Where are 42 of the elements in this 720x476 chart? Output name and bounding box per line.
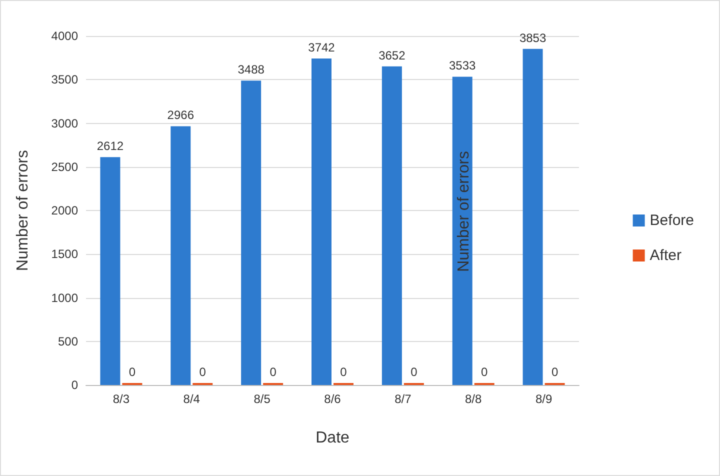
data-label: 2966	[167, 108, 194, 122]
x-tick-label: 8/6	[324, 392, 342, 406]
x-tick-label: 8/4	[183, 392, 200, 406]
y-tick-label: 3000	[51, 116, 78, 130]
data-label: 0	[340, 365, 348, 379]
data-label: 3742	[308, 40, 336, 55]
data-label: 3853	[519, 30, 546, 45]
data-label: 3652	[378, 48, 406, 62]
x-tick-label: 8/7	[394, 392, 412, 406]
data-label: 0	[199, 365, 206, 379]
y-tick-label: 2000	[51, 204, 78, 218]
y-tick-label: 2500	[51, 160, 78, 174]
data-label: 0	[128, 365, 136, 379]
data-label: 0	[410, 365, 418, 379]
y-tick-label: 0	[71, 378, 78, 392]
data-label: 0	[481, 365, 488, 379]
y-tick-label: 1000	[51, 290, 78, 305]
bar	[100, 157, 120, 385]
bar	[382, 66, 402, 385]
legend-label: Before	[650, 212, 694, 229]
legend-label: After	[650, 247, 682, 264]
bar	[312, 58, 332, 385]
y-tick-label: 1500	[51, 247, 78, 262]
x-tick-label: 8/3	[112, 392, 130, 406]
data-label: 2612	[96, 139, 124, 154]
bar	[452, 76, 472, 385]
y-tick-label: 500	[58, 334, 78, 348]
data-label: 0	[270, 365, 277, 379]
y-tick-label: 4000	[51, 29, 78, 43]
bar	[170, 126, 191, 385]
data-label: 0	[551, 365, 558, 379]
x-axis-title: Date	[316, 430, 350, 446]
data-label: 3533	[449, 58, 476, 73]
y-tick-label: 3500	[51, 72, 78, 87]
bar	[241, 80, 262, 385]
x-tick-label: 8/5	[254, 392, 271, 406]
x-tick-label: 8/8	[465, 392, 482, 406]
bar	[522, 48, 543, 385]
y-axis-title: Number of errors	[14, 150, 32, 271]
annotation: Number of errors	[456, 151, 472, 272]
data-label: 3488	[238, 62, 265, 77]
x-tick-label: 8/9	[535, 392, 552, 406]
